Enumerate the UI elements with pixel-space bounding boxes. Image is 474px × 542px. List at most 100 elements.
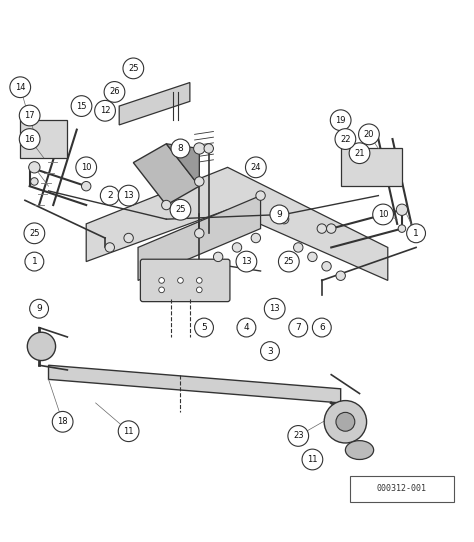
Circle shape: [349, 143, 370, 164]
Circle shape: [19, 128, 40, 150]
Polygon shape: [86, 167, 388, 280]
Circle shape: [335, 128, 356, 150]
Text: 000312-001: 000312-001: [377, 484, 427, 493]
Circle shape: [324, 401, 366, 443]
Circle shape: [398, 225, 406, 233]
Text: 25: 25: [29, 229, 40, 238]
Text: 10: 10: [81, 163, 91, 172]
Text: 3: 3: [267, 346, 273, 356]
Circle shape: [197, 278, 202, 283]
Circle shape: [293, 243, 303, 252]
Circle shape: [195, 229, 204, 238]
Circle shape: [336, 412, 355, 431]
Polygon shape: [119, 82, 190, 125]
Circle shape: [27, 332, 55, 360]
Text: 14: 14: [15, 83, 26, 92]
Text: 9: 9: [276, 210, 283, 219]
Circle shape: [171, 139, 190, 158]
Circle shape: [256, 191, 265, 201]
Circle shape: [373, 204, 393, 225]
Text: 9: 9: [36, 304, 42, 313]
Circle shape: [302, 449, 323, 470]
Circle shape: [82, 182, 91, 191]
Circle shape: [197, 287, 202, 293]
Circle shape: [118, 185, 139, 206]
Circle shape: [261, 341, 279, 360]
Circle shape: [270, 205, 289, 224]
Circle shape: [236, 251, 257, 272]
Text: 25: 25: [128, 64, 138, 73]
Text: 1: 1: [31, 257, 37, 266]
Circle shape: [358, 124, 379, 145]
Text: 25: 25: [175, 205, 186, 214]
Circle shape: [71, 96, 92, 117]
Text: 17: 17: [24, 111, 35, 120]
Polygon shape: [20, 120, 67, 158]
Circle shape: [237, 318, 256, 337]
Ellipse shape: [346, 441, 374, 460]
Text: 13: 13: [241, 257, 252, 266]
Text: 26: 26: [109, 87, 120, 96]
Circle shape: [246, 157, 266, 178]
Text: 5: 5: [201, 323, 207, 332]
Polygon shape: [138, 196, 261, 280]
Circle shape: [322, 262, 331, 271]
Circle shape: [195, 177, 204, 186]
Text: 24: 24: [251, 163, 261, 172]
FancyBboxPatch shape: [140, 259, 230, 302]
Circle shape: [232, 243, 242, 252]
Circle shape: [124, 233, 133, 243]
Text: 13: 13: [269, 304, 280, 313]
Circle shape: [317, 224, 327, 233]
FancyBboxPatch shape: [350, 476, 454, 502]
Circle shape: [170, 199, 191, 220]
Circle shape: [19, 105, 40, 126]
Text: 10: 10: [378, 210, 388, 219]
Polygon shape: [48, 365, 341, 403]
Circle shape: [312, 318, 331, 337]
Text: 20: 20: [364, 130, 374, 139]
Circle shape: [289, 318, 308, 337]
Circle shape: [264, 298, 285, 319]
Polygon shape: [166, 144, 199, 186]
Circle shape: [288, 425, 309, 446]
Circle shape: [105, 243, 115, 252]
Text: 7: 7: [295, 323, 301, 332]
Circle shape: [213, 252, 223, 262]
Text: 11: 11: [123, 427, 134, 436]
Polygon shape: [133, 144, 199, 205]
Circle shape: [396, 204, 408, 215]
Circle shape: [194, 143, 205, 154]
Text: 4: 4: [244, 323, 249, 332]
Circle shape: [251, 233, 261, 243]
Circle shape: [407, 224, 426, 243]
Circle shape: [25, 252, 44, 271]
Text: 15: 15: [76, 101, 87, 111]
Text: 18: 18: [57, 417, 68, 427]
Text: 19: 19: [336, 115, 346, 125]
Circle shape: [159, 278, 164, 283]
Circle shape: [104, 81, 125, 102]
Text: 6: 6: [319, 323, 325, 332]
Text: 11: 11: [307, 455, 318, 464]
Text: 16: 16: [24, 134, 35, 144]
Circle shape: [118, 421, 139, 442]
Circle shape: [195, 318, 213, 337]
Circle shape: [52, 411, 73, 432]
Text: 13: 13: [123, 191, 134, 200]
Circle shape: [123, 58, 144, 79]
Text: 1: 1: [413, 229, 419, 238]
Circle shape: [10, 77, 31, 98]
Circle shape: [30, 299, 48, 318]
Text: 12: 12: [100, 106, 110, 115]
Text: 22: 22: [340, 134, 351, 144]
Circle shape: [327, 224, 336, 233]
Circle shape: [330, 110, 351, 131]
Circle shape: [204, 144, 213, 153]
Circle shape: [178, 278, 183, 283]
Circle shape: [279, 215, 289, 224]
Circle shape: [29, 162, 40, 173]
Text: 23: 23: [293, 431, 303, 441]
Circle shape: [278, 251, 299, 272]
Circle shape: [31, 178, 38, 185]
